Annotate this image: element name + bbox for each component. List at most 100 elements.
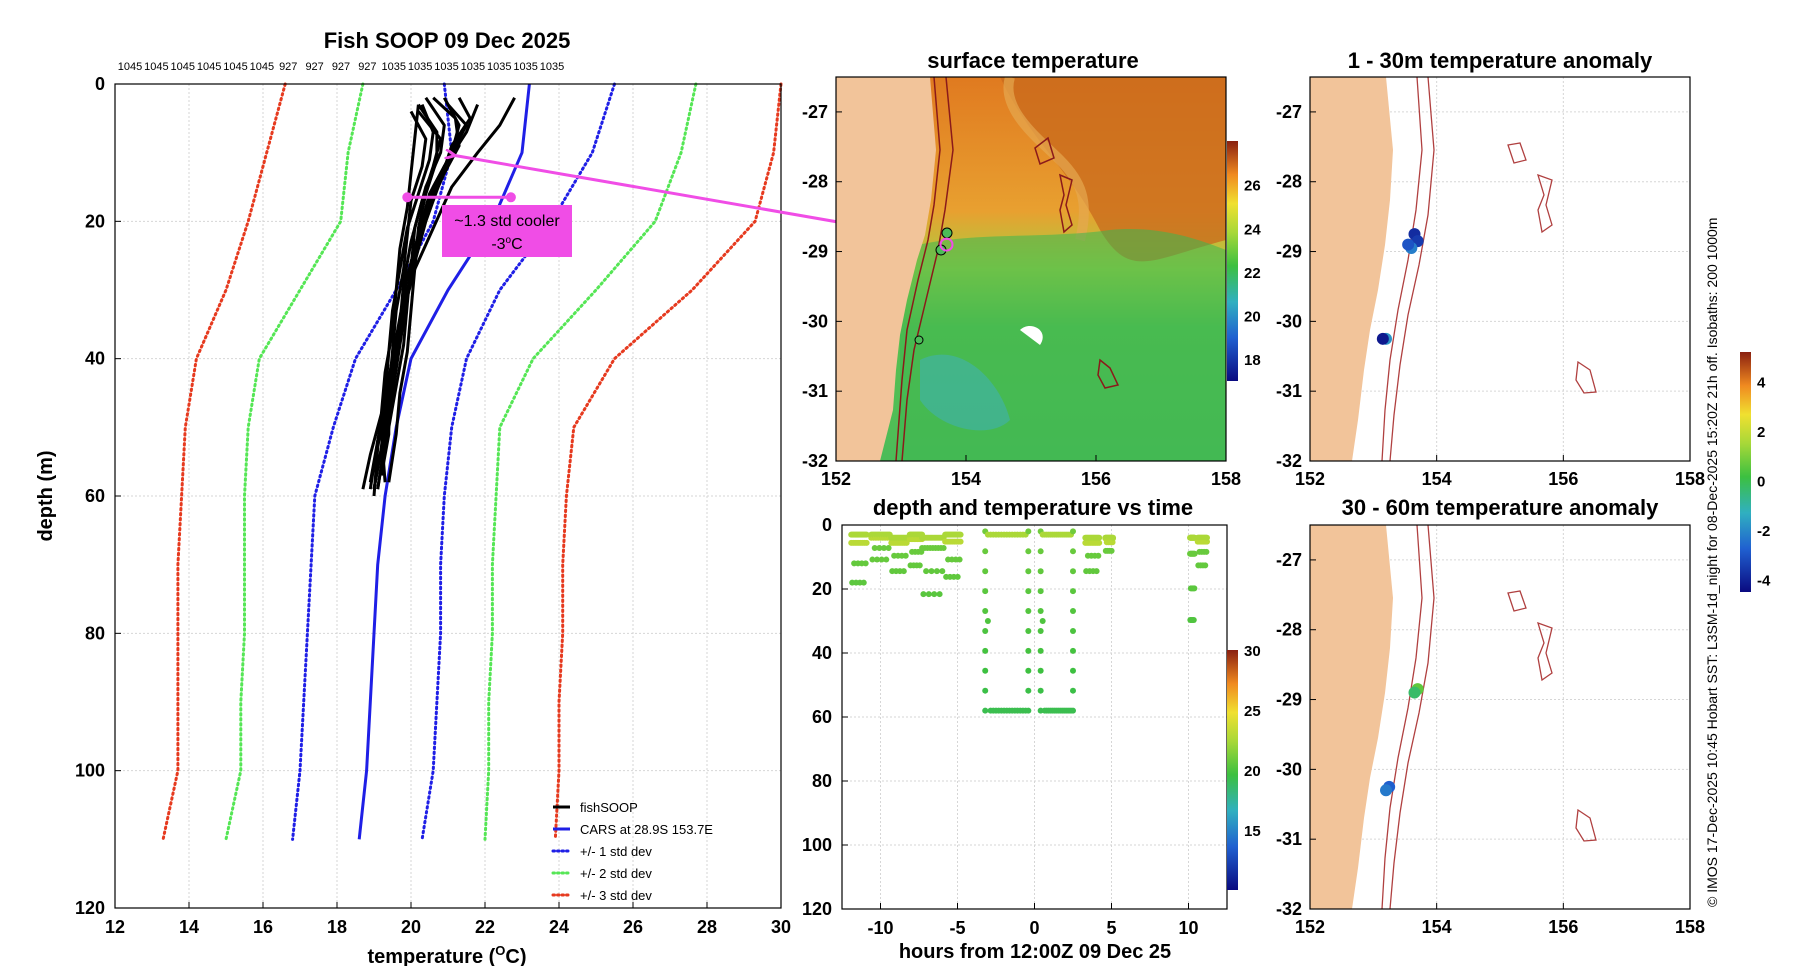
- fish-profile-line: [368, 97, 516, 490]
- depthtime-point: [1070, 608, 1076, 615]
- sst-y-ticks: -27 -28 -29 -30 -31 -32: [802, 102, 842, 471]
- top-tick-label: 927: [279, 61, 297, 73]
- y-tick-label: -28: [1276, 172, 1302, 192]
- sst-x-ticks: 152 154 156 158: [821, 455, 1241, 489]
- depthtime-point: [1093, 568, 1100, 575]
- profile-series: [161, 82, 783, 841]
- depthtime-point: [1025, 687, 1032, 694]
- depthtime-point: [923, 568, 930, 575]
- y-tick-label: -29: [802, 242, 828, 262]
- annotation-group: ~1.3 std cooler -3oC: [402, 155, 931, 257]
- depthtime-point: [900, 568, 907, 575]
- depthtime-point: [982, 588, 989, 595]
- depthtime-point: [1070, 548, 1076, 555]
- profile-xlabel-sup: O: [495, 943, 505, 958]
- colorbar-tick-label: -2: [1757, 523, 1770, 540]
- depthtime-point: [1191, 550, 1198, 557]
- depthtime-point: [954, 573, 961, 580]
- station-marker: [914, 335, 924, 345]
- anom1-land: [1310, 77, 1393, 461]
- depthtime-point: [1025, 647, 1032, 654]
- depthtime-point: [883, 556, 890, 563]
- depthtime-point: [925, 591, 932, 598]
- sst-colorbar: [1227, 141, 1238, 381]
- anom2-x-ticks: 152 154 156 158: [1295, 903, 1705, 937]
- anom2-seamount: [1537, 621, 1553, 682]
- colorbar-tick-label: 4: [1757, 375, 1766, 392]
- x-tick-label: 154: [1422, 469, 1452, 489]
- x-tick-label: 22: [475, 917, 495, 937]
- sst-panel: surface temperature 152 154 156 158 -27-28-…: [802, 48, 1261, 489]
- depthtime-point: [982, 707, 989, 714]
- top-tick-label: 927: [358, 61, 376, 73]
- colorbar-tick-label: 18: [1244, 352, 1261, 369]
- depthtime-point: [1025, 707, 1032, 714]
- depthtime-title: depth and temperature vs time: [873, 495, 1193, 520]
- sst-title: surface temperature: [927, 48, 1139, 73]
- y-tick-label: 100: [802, 835, 832, 855]
- depthtime-point: [931, 591, 938, 598]
- depthtime-point: [1037, 548, 1044, 555]
- sst-seamount-contour: [1034, 136, 1055, 166]
- station-marker: [941, 227, 953, 239]
- x-tick-label: 156: [1548, 469, 1578, 489]
- depthtime-point: [1096, 534, 1103, 541]
- top-tick-label: 1035: [434, 61, 458, 73]
- annotation-line2: -3oC: [491, 235, 522, 253]
- depthtime-point: [1037, 588, 1044, 595]
- depthtime-panel: depth and temperature vs time -10 -5 0 5 10 …: [802, 495, 1261, 963]
- profile-legend: fishSOOP CARS at 28.9S 153.7E +/- 1 std de…: [551, 800, 713, 903]
- depthtime-point: [860, 579, 867, 586]
- top-tick-label: 1035: [382, 61, 406, 73]
- profile-xlabel: temperature (OC): [367, 943, 526, 966]
- annotation-end-dot: [402, 192, 413, 203]
- y-tick-label: 60: [812, 707, 832, 727]
- x-tick-label: -10: [867, 918, 893, 938]
- depthtime-colorbar-ticks: 15 20 25 30: [1244, 643, 1261, 840]
- depthtime-point: [1039, 618, 1046, 624]
- depthtime-point: [939, 568, 946, 575]
- anomaly-point: [1402, 238, 1415, 251]
- depthtime-point: [863, 539, 870, 546]
- depthtime-point: [956, 556, 963, 563]
- anom1-panel: 1 - 30m temperature anomaly 152 154 156 158…: [1276, 48, 1705, 489]
- annotation-line1: ~1.3 std cooler: [454, 213, 560, 230]
- sst-isobath-1000: [901, 77, 954, 461]
- x-tick-label: 20: [401, 917, 421, 937]
- fish-profile-line: [372, 110, 443, 490]
- y-tick-label: 80: [812, 771, 832, 791]
- profile-series-line: [161, 82, 287, 841]
- depthtime-point: [957, 538, 964, 545]
- profile-x-ticks: 12 14 16 18 20 22 24 26 28 30: [105, 902, 791, 937]
- sst-cold-patch: [920, 354, 1010, 431]
- depthtime-point: [1070, 647, 1076, 654]
- anom1-map: [1310, 77, 1597, 461]
- anom2-land: [1310, 525, 1393, 909]
- y-tick-label: -30: [1276, 311, 1302, 331]
- depthtime-point: [1095, 552, 1102, 559]
- profile-top-tick-labels: 1045 1045 1045 1045 1045 1045 927 927 927 927 1035…: [118, 61, 564, 73]
- depthtime-point: [1070, 707, 1076, 714]
- anomaly-point: [1376, 332, 1389, 345]
- depthtime-point: [1203, 548, 1210, 555]
- depthtime-point: [1191, 585, 1198, 592]
- anom1-points: [1376, 228, 1424, 345]
- anom1-isobath-200: [1381, 77, 1423, 461]
- y-tick-label: -28: [1276, 620, 1302, 640]
- anom2-panel: 30 - 60m temperature anomaly 152 154 156 15…: [1276, 495, 1705, 937]
- depthtime-point: [1037, 568, 1044, 575]
- x-tick-label: 152: [1295, 917, 1325, 937]
- x-tick-label: 24: [549, 917, 569, 937]
- depthtime-point: [1070, 667, 1076, 674]
- legend-label: +/- 1 std dev: [580, 844, 652, 859]
- anomaly-point: [1380, 784, 1392, 797]
- y-tick-label: -30: [1276, 759, 1302, 779]
- depthtime-point: [940, 545, 947, 552]
- depthtime-point: [982, 548, 989, 555]
- depthtime-point: [1202, 562, 1209, 569]
- depthtime-point: [878, 556, 885, 563]
- depthtime-point: [1025, 627, 1032, 634]
- depthtime-point: [1025, 548, 1032, 555]
- depthtime-point: [982, 627, 989, 634]
- x-tick-label: 158: [1675, 917, 1705, 937]
